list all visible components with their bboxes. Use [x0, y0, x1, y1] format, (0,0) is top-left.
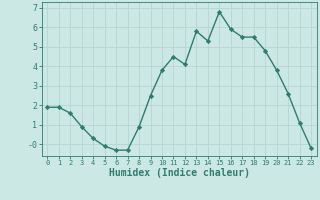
X-axis label: Humidex (Indice chaleur): Humidex (Indice chaleur)	[109, 168, 250, 178]
